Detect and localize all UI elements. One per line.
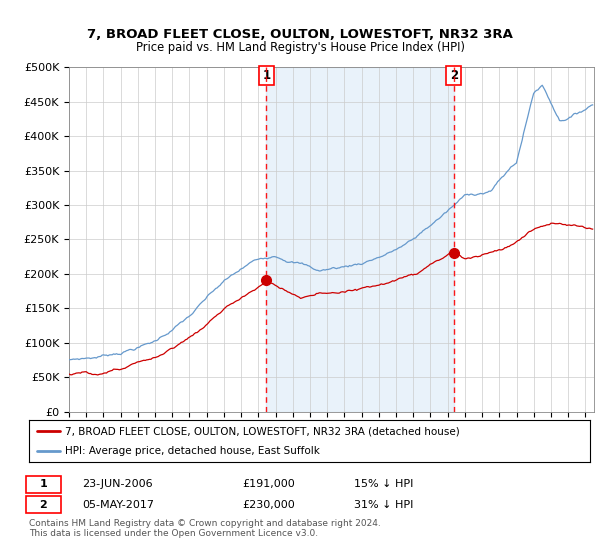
Text: 7, BROAD FLEET CLOSE, OULTON, LOWESTOFT, NR32 3RA (detached house): 7, BROAD FLEET CLOSE, OULTON, LOWESTOFT,…: [65, 426, 460, 436]
Text: £191,000: £191,000: [242, 479, 295, 489]
Text: 05-MAY-2017: 05-MAY-2017: [82, 500, 154, 510]
Text: 1: 1: [262, 69, 271, 82]
Text: HPI: Average price, detached house, East Suffolk: HPI: Average price, detached house, East…: [65, 446, 320, 456]
Text: £230,000: £230,000: [242, 500, 295, 510]
Text: 2: 2: [449, 69, 458, 82]
FancyBboxPatch shape: [26, 476, 61, 493]
Text: 7, BROAD FLEET CLOSE, OULTON, LOWESTOFT, NR32 3RA: 7, BROAD FLEET CLOSE, OULTON, LOWESTOFT,…: [87, 28, 513, 41]
Text: Price paid vs. HM Land Registry's House Price Index (HPI): Price paid vs. HM Land Registry's House …: [136, 41, 464, 54]
Text: This data is licensed under the Open Government Licence v3.0.: This data is licensed under the Open Gov…: [29, 530, 318, 539]
Text: Contains HM Land Registry data © Crown copyright and database right 2024.: Contains HM Land Registry data © Crown c…: [29, 520, 380, 529]
Text: 2: 2: [40, 500, 47, 510]
Text: 31% ↓ HPI: 31% ↓ HPI: [354, 500, 413, 510]
Text: 15% ↓ HPI: 15% ↓ HPI: [354, 479, 413, 489]
Text: 23-JUN-2006: 23-JUN-2006: [82, 479, 153, 489]
Text: 1: 1: [40, 479, 47, 489]
FancyBboxPatch shape: [26, 496, 61, 513]
Bar: [266, 67, 454, 412]
